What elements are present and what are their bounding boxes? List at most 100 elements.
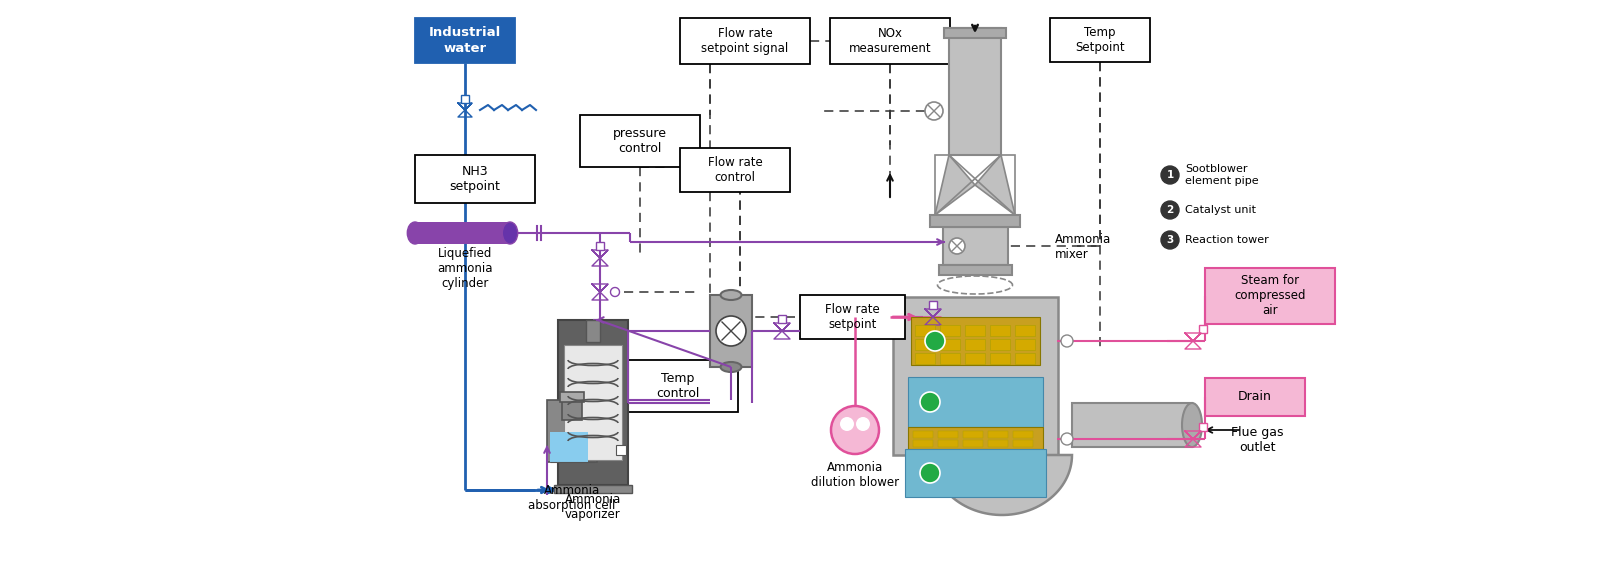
Bar (939, 265, 1013, 275)
Bar (914, 440, 933, 447)
Bar (1013, 431, 1034, 438)
Circle shape (1162, 201, 1179, 219)
Circle shape (925, 102, 942, 120)
Bar (944, 28, 1006, 38)
Bar (965, 325, 986, 336)
Circle shape (1162, 166, 1179, 184)
Bar (941, 325, 960, 336)
Bar (949, 28, 1002, 155)
Bar (579, 115, 701, 167)
Circle shape (1162, 231, 1179, 249)
Bar (965, 339, 986, 350)
Text: Temp
control: Temp control (656, 372, 699, 400)
Bar (930, 301, 938, 309)
Text: 1: 1 (931, 336, 939, 346)
Circle shape (1061, 335, 1074, 347)
Text: NOx
measurement: NOx measurement (848, 27, 931, 55)
Bar (618, 360, 738, 412)
Ellipse shape (720, 362, 741, 372)
Bar (414, 222, 510, 244)
Bar (930, 215, 1021, 227)
Text: 2: 2 (1166, 205, 1174, 215)
Text: pressure
control: pressure control (613, 127, 667, 155)
Bar (941, 339, 960, 350)
Bar (909, 377, 1043, 427)
Text: NH3
setpoint: NH3 setpoint (450, 165, 501, 193)
Text: Flow rate
control: Flow rate control (707, 156, 762, 184)
Text: 2: 2 (926, 397, 934, 407)
Ellipse shape (408, 222, 422, 244)
Ellipse shape (1182, 403, 1202, 447)
Bar (616, 445, 626, 455)
Bar (586, 320, 600, 342)
Bar (1072, 403, 1192, 447)
Circle shape (920, 392, 941, 412)
Text: Ammonia
vaporizer: Ammonia vaporizer (565, 493, 621, 521)
Polygon shape (925, 309, 941, 317)
Circle shape (717, 316, 746, 346)
Bar (563, 345, 622, 460)
Text: 3: 3 (1166, 235, 1174, 245)
Bar (1013, 440, 1034, 447)
Bar (942, 227, 1008, 265)
Bar (778, 315, 786, 323)
Text: Reaction tower: Reaction tower (1186, 235, 1269, 245)
Polygon shape (592, 250, 608, 258)
Bar (915, 353, 934, 364)
Bar (554, 485, 632, 493)
Bar (461, 95, 469, 103)
Bar (963, 440, 982, 447)
Circle shape (949, 238, 965, 254)
Circle shape (840, 417, 854, 431)
Text: Ammonia
dilution blower: Ammonia dilution blower (811, 461, 899, 489)
Bar (562, 400, 582, 420)
Bar (965, 353, 986, 364)
Text: Sootblower
element pipe: Sootblower element pipe (1186, 164, 1259, 186)
Bar (909, 427, 1043, 449)
Text: Flow rate
setpoint: Flow rate setpoint (826, 303, 880, 331)
Polygon shape (931, 455, 1072, 515)
Polygon shape (1186, 333, 1202, 341)
Text: Liquefied
ammonia
cylinder: Liquefied ammonia cylinder (437, 247, 493, 291)
Bar (547, 400, 597, 462)
Bar (915, 339, 934, 350)
Circle shape (856, 417, 870, 431)
Bar (414, 155, 534, 203)
Bar (963, 431, 982, 438)
Text: Drain: Drain (1238, 391, 1272, 403)
Bar (941, 353, 960, 364)
Bar (938, 440, 958, 447)
Bar (990, 353, 1010, 364)
Bar (938, 431, 958, 438)
Bar (989, 440, 1008, 447)
Circle shape (920, 463, 941, 483)
Text: Flue gas
outlet: Flue gas outlet (1230, 426, 1283, 454)
Bar (595, 242, 605, 250)
Bar (680, 18, 810, 64)
Text: 3: 3 (926, 468, 934, 478)
Bar (990, 325, 1010, 336)
Bar (990, 339, 1010, 350)
Bar (1198, 325, 1206, 333)
Text: Temp
Setpoint: Temp Setpoint (1075, 26, 1125, 54)
Bar (1014, 339, 1035, 350)
Bar (1014, 353, 1035, 364)
Bar (414, 18, 515, 63)
Text: Ammonia
absorption cell: Ammonia absorption cell (528, 484, 616, 512)
Polygon shape (1186, 431, 1202, 439)
Bar (989, 431, 1008, 438)
Circle shape (925, 331, 946, 351)
Polygon shape (974, 155, 1014, 215)
Bar (1050, 18, 1150, 62)
Polygon shape (774, 323, 790, 331)
Bar (560, 392, 584, 402)
Bar (1205, 268, 1334, 324)
Bar (910, 317, 1040, 365)
Bar (1198, 423, 1206, 431)
Ellipse shape (502, 222, 518, 244)
Text: Steam for
compressed
air: Steam for compressed air (1234, 275, 1306, 317)
Bar (893, 297, 1058, 455)
Text: 1: 1 (1166, 170, 1174, 180)
Bar (680, 148, 790, 192)
Bar (710, 295, 752, 367)
